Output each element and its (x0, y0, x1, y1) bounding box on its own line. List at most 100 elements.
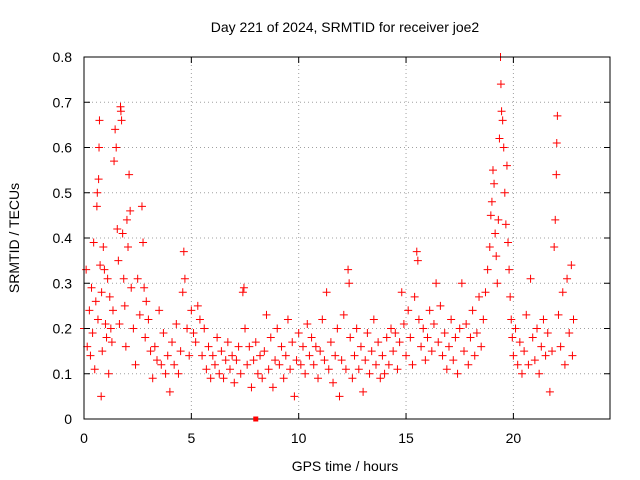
data-point (369, 315, 378, 324)
data-point (524, 360, 533, 369)
data-point (359, 387, 368, 396)
data-point (114, 256, 123, 265)
data-point (455, 324, 464, 333)
data-point (466, 333, 475, 342)
data-point (333, 324, 342, 333)
data-point (499, 143, 508, 152)
data-point (412, 247, 421, 256)
data-point (487, 197, 496, 206)
y-tick-label: 0 (64, 411, 72, 427)
data-point (256, 351, 265, 360)
data-point (404, 306, 413, 315)
data-point (526, 274, 535, 283)
data-point (258, 374, 267, 383)
data-point (425, 306, 434, 315)
data-point (234, 342, 243, 351)
data-point (554, 310, 563, 319)
data-point (92, 202, 101, 211)
data-point (102, 333, 111, 342)
data-point (168, 338, 177, 347)
data-point (500, 188, 509, 197)
data-point (127, 283, 136, 292)
data-point (483, 265, 492, 274)
data-point (298, 342, 307, 351)
data-point (356, 342, 365, 351)
data-point (155, 306, 164, 315)
data-point (245, 342, 254, 351)
data-point (83, 342, 92, 351)
data-point (148, 374, 157, 383)
data-point (498, 116, 507, 125)
data-point (551, 215, 560, 224)
y-tick-label: 0.2 (53, 321, 73, 337)
data-point (376, 374, 385, 383)
data-point (87, 283, 96, 292)
data-point (294, 329, 303, 338)
data-point (552, 138, 561, 147)
data-point (419, 324, 428, 333)
data-point (253, 369, 262, 378)
data-point (249, 356, 258, 365)
data-point (239, 283, 248, 292)
data-point (491, 229, 500, 238)
y-tick-label: 0.3 (53, 275, 73, 291)
data-point (550, 243, 559, 252)
data-point (213, 333, 222, 342)
data-point (436, 301, 445, 310)
data-point (447, 315, 456, 324)
data-point (206, 374, 215, 383)
data-point (513, 360, 522, 369)
y-tick-label: 0.7 (53, 94, 73, 110)
data-point (440, 329, 449, 338)
data-point (520, 347, 529, 356)
data-point (363, 329, 372, 338)
data-point (117, 116, 126, 125)
data-point (414, 315, 423, 324)
axis-marker-square (253, 416, 259, 422)
data-point (350, 351, 359, 360)
data-point (232, 356, 241, 365)
data-point (402, 351, 411, 360)
data-point (492, 252, 501, 261)
data-point (504, 238, 513, 247)
data-point (118, 229, 127, 238)
data-point (444, 342, 453, 351)
data-point (548, 347, 557, 356)
data-point (101, 319, 110, 328)
data-point (320, 356, 329, 365)
data-point (202, 365, 211, 374)
data-point (122, 215, 131, 224)
data-point (462, 319, 471, 328)
data-point (91, 297, 100, 306)
data-point (97, 392, 106, 401)
data-point (496, 80, 505, 89)
data-point (348, 374, 357, 383)
data-point (161, 369, 170, 378)
data-point (179, 247, 188, 256)
x-axis-label: GPS time / hours (292, 458, 399, 474)
data-series-srmtid (80, 53, 578, 401)
data-point (86, 351, 95, 360)
data-point (236, 369, 245, 378)
data-point (399, 319, 408, 328)
x-tick-label: 20 (506, 430, 522, 446)
data-point (541, 351, 550, 360)
data-point (208, 351, 217, 360)
data-point (131, 360, 140, 369)
data-point (322, 288, 331, 297)
data-point (341, 365, 350, 374)
data-point (120, 301, 129, 310)
x-tick-label: 10 (291, 430, 307, 446)
data-point (94, 175, 103, 184)
data-point (326, 338, 335, 347)
data-point (533, 324, 542, 333)
data-point (110, 157, 119, 166)
data-point (417, 342, 426, 351)
data-point (126, 206, 135, 215)
data-point (545, 387, 554, 396)
data-point (268, 383, 277, 392)
data-point (528, 333, 537, 342)
data-point (567, 261, 576, 270)
data-point (314, 374, 323, 383)
data-point (569, 315, 578, 324)
